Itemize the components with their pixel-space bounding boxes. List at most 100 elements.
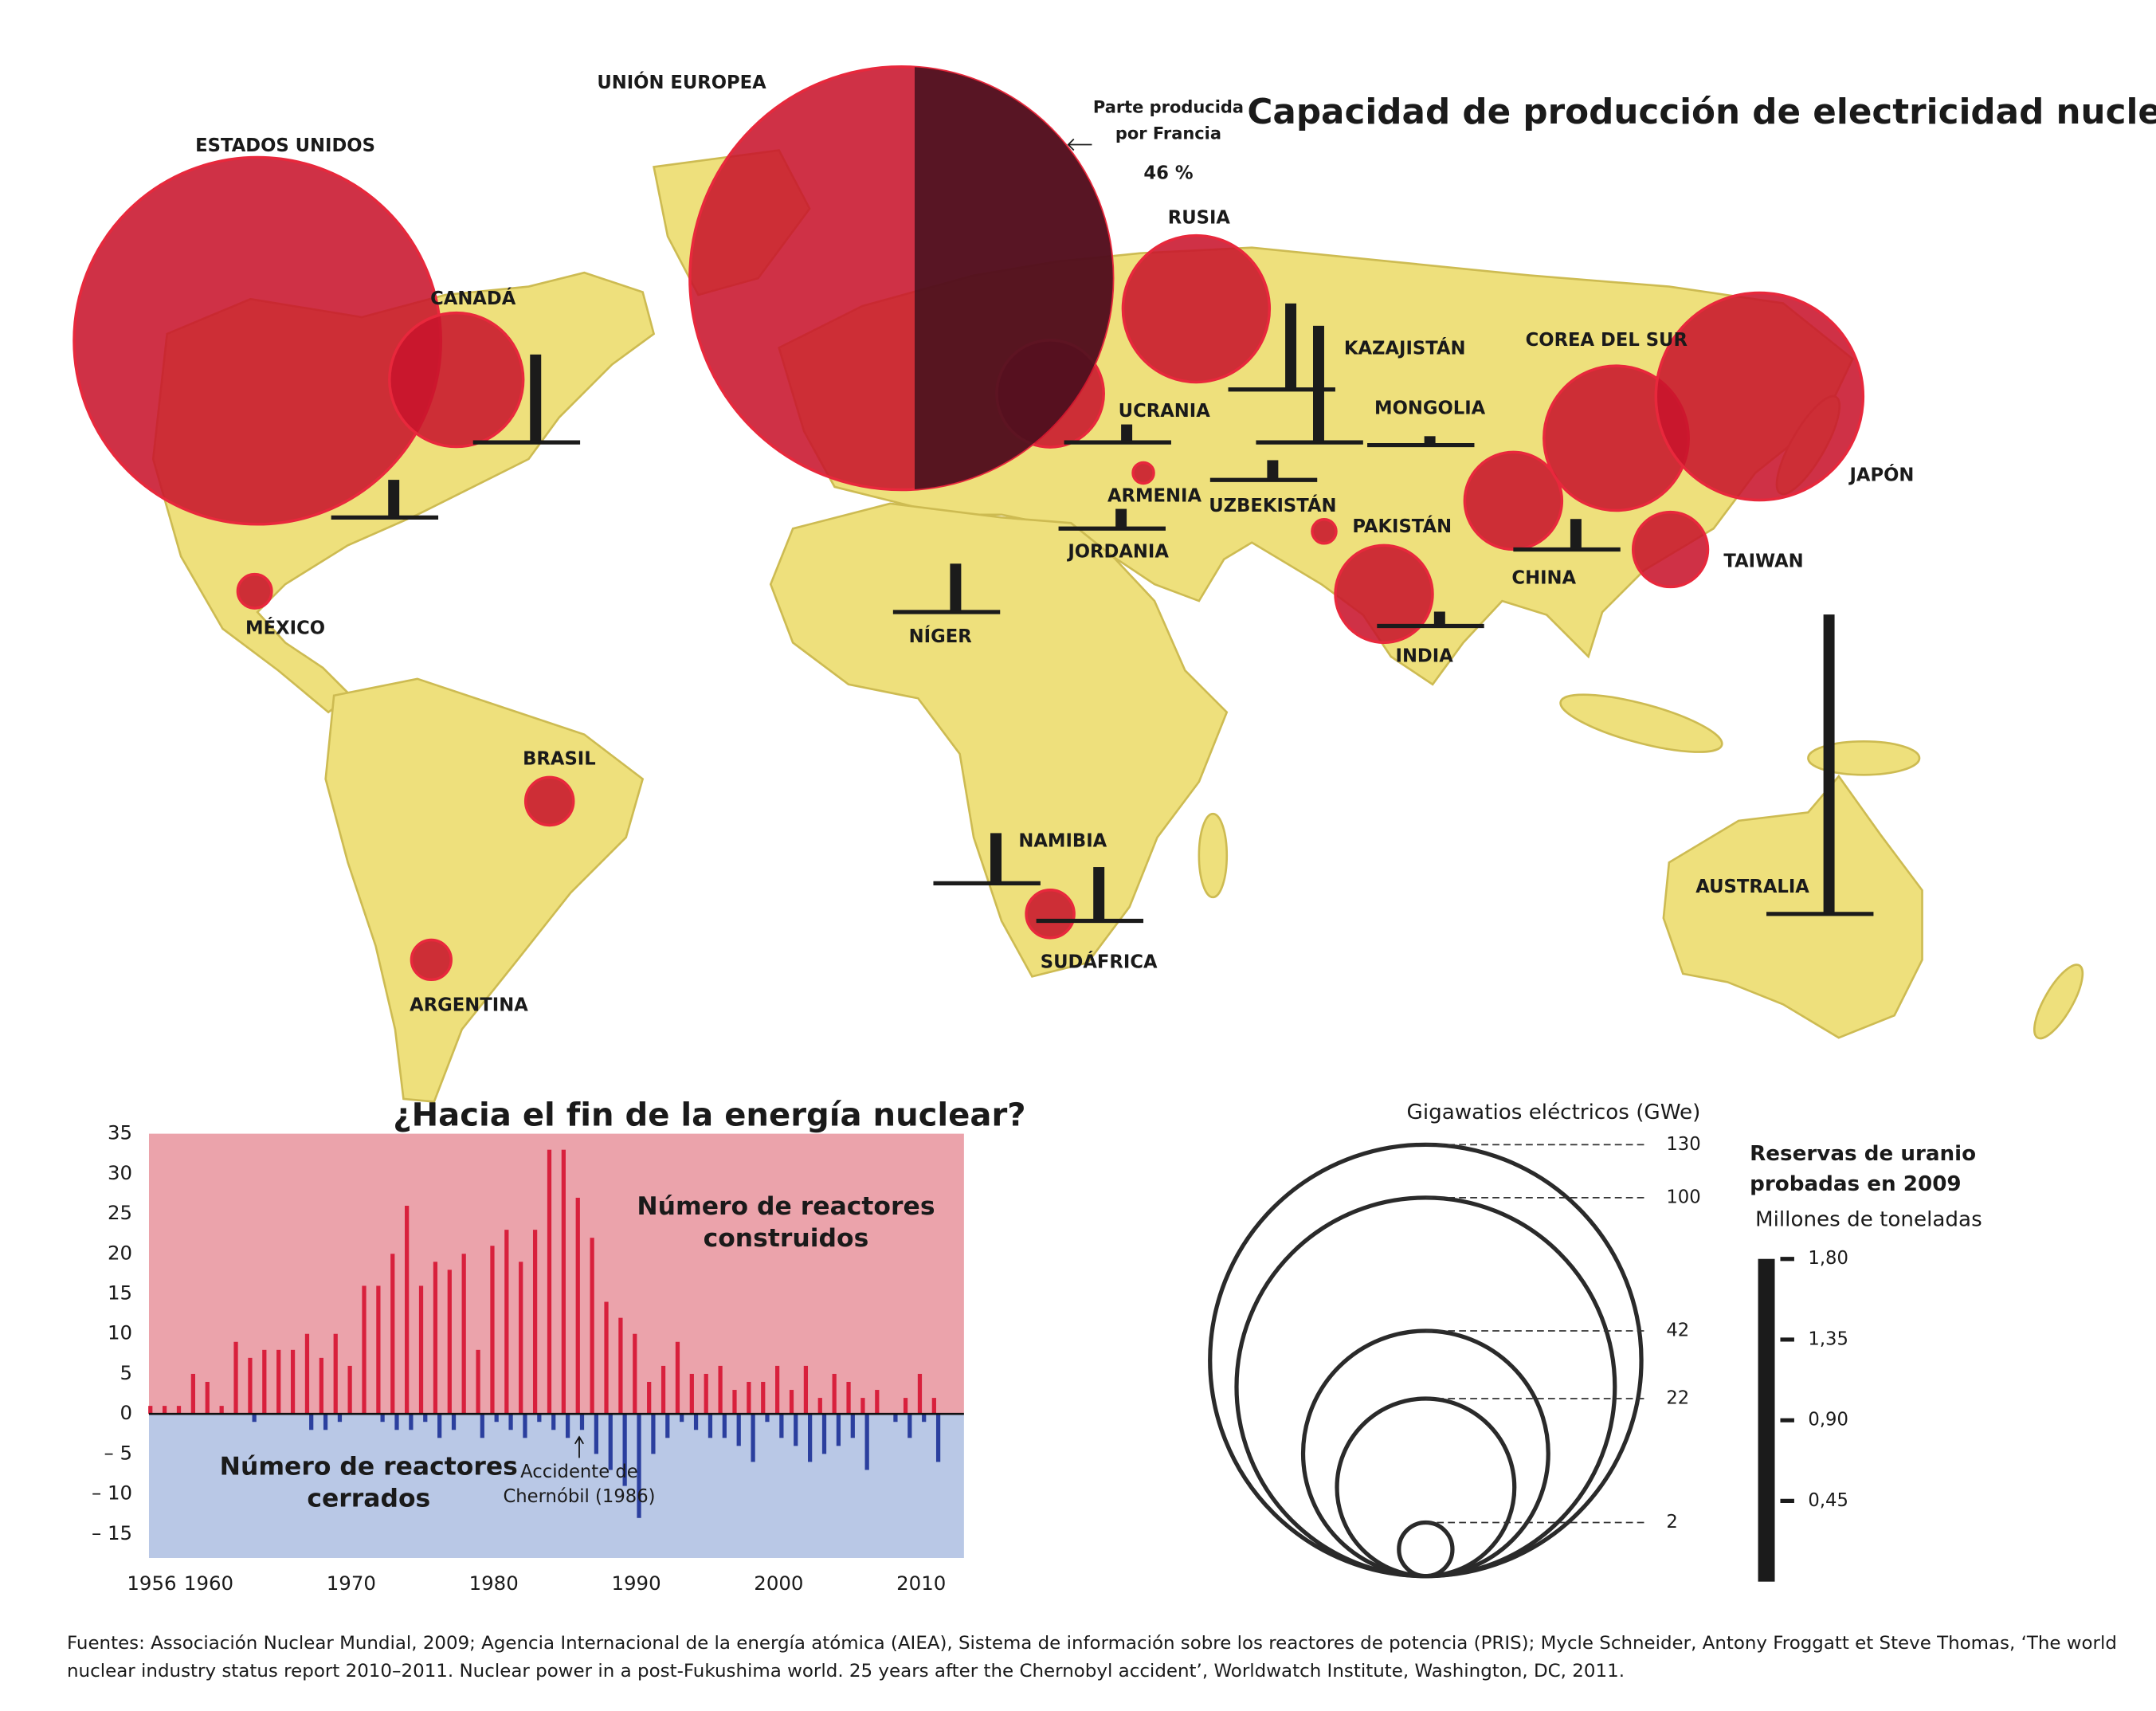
- bar: [808, 1414, 813, 1462]
- south-america: [324, 677, 645, 1103]
- y-tick-label: 25: [108, 1201, 132, 1224]
- size-legend-circle: [1208, 1142, 1644, 1579]
- country-label: RUSIA: [1168, 208, 1231, 229]
- bar: [704, 1373, 708, 1415]
- bar: [490, 1246, 495, 1415]
- uranium-bar: [1433, 611, 1445, 626]
- source-line: nuclear industry status report 2010–2011…: [67, 1662, 1625, 1682]
- source-line: Fuentes: Associación Nuclear Mundial, 20…: [67, 1634, 2117, 1654]
- bar: [476, 1349, 480, 1415]
- bar: [747, 1382, 751, 1415]
- bar: [233, 1341, 238, 1415]
- madagascar: [1198, 812, 1229, 899]
- bar: [765, 1414, 770, 1423]
- africa: [769, 502, 1229, 978]
- y-tick-label: 0: [120, 1401, 132, 1424]
- bar: [394, 1414, 399, 1430]
- france-arrow: [1067, 138, 1092, 151]
- annotation-box: Accidente de Chernóbil (1986): [503, 1462, 656, 1509]
- uranium-bar: [1115, 508, 1127, 529]
- capacity-bubble: [1025, 889, 1076, 940]
- bar: [817, 1398, 822, 1415]
- bar: [409, 1414, 414, 1430]
- bar: [262, 1349, 267, 1415]
- bar: [590, 1238, 594, 1415]
- uranium-legend-tick-label: 0,90: [1808, 1410, 1848, 1430]
- bar: [850, 1414, 855, 1438]
- country-label: JORDANIA: [1066, 541, 1169, 562]
- france-share-value: 46 %: [1143, 163, 1193, 184]
- bar: [190, 1373, 196, 1415]
- bar: [390, 1254, 395, 1415]
- france-share-label-box: Parte producida por Francia: [1092, 97, 1245, 143]
- bar: [708, 1414, 713, 1438]
- bar: [689, 1373, 694, 1415]
- bar: [604, 1301, 609, 1415]
- uranium-bar: [1424, 436, 1436, 445]
- bar: [594, 1414, 598, 1454]
- negative-background: [148, 1414, 964, 1558]
- capacity-bubble: [523, 775, 575, 827]
- capacity-bubbles: [73, 65, 1865, 982]
- country-label: UZBEKISTÁN: [1209, 494, 1336, 516]
- bar: [304, 1333, 310, 1415]
- series-label-closed: Número de reactores cerrados: [219, 1452, 518, 1514]
- country-label: INDIA: [1396, 646, 1454, 666]
- capacity-bubble: [1121, 233, 1272, 384]
- size-legend-label: 42: [1666, 1320, 1689, 1340]
- bar: [323, 1414, 328, 1430]
- size-legend-circle: [1300, 1328, 1550, 1579]
- bar: [248, 1357, 253, 1415]
- country-label: JAPÓN: [1848, 463, 1914, 485]
- capacity-bubble: [1311, 518, 1338, 545]
- country-label: NAMIBIA: [1018, 831, 1107, 852]
- bar: [775, 1365, 780, 1415]
- y-tick-label: 15: [108, 1281, 132, 1305]
- bar: [376, 1285, 381, 1415]
- bar: [875, 1390, 880, 1415]
- capacity-bubble: [1631, 510, 1710, 589]
- country-labels: ESTADOS UNIDOS CANADÁ MÉXICO BRASIL ARGENTIN…: [195, 71, 1914, 1015]
- uranium-bar: [1267, 460, 1279, 481]
- bar: [732, 1390, 737, 1415]
- indonesia: [1559, 693, 1723, 753]
- country-label: CHINA: [1511, 568, 1576, 589]
- size-legend-circle: [1234, 1195, 1617, 1579]
- uranium-legend-unit: Millones de toneladas: [1755, 1207, 1982, 1231]
- capacity-bubble: [73, 155, 443, 526]
- country-label: UNIÓN EUROPEA: [597, 71, 766, 93]
- capacity-bubble: [1654, 291, 1865, 502]
- country-label: MÉXICO: [245, 616, 325, 638]
- capacity-bubble: [1334, 544, 1434, 645]
- bar: [779, 1414, 784, 1438]
- bar: [380, 1414, 385, 1423]
- bar: [561, 1149, 566, 1415]
- france-share-label: Parte producida por Francia: [1092, 97, 1245, 143]
- bar: [675, 1341, 680, 1415]
- bar: [718, 1365, 723, 1415]
- bar: [680, 1414, 684, 1423]
- bar: [860, 1398, 865, 1415]
- bar: [821, 1414, 827, 1454]
- bar: [532, 1230, 538, 1415]
- country-label: COREA DEL SUR: [1526, 330, 1688, 351]
- x-tick-label: 2010: [896, 1572, 946, 1595]
- x-tick-label: 2000: [754, 1572, 803, 1595]
- bar: [836, 1414, 841, 1446]
- country-label: KAZAJISTÁN: [1344, 337, 1466, 359]
- uranium-bar: [530, 354, 542, 443]
- bar: [480, 1414, 484, 1438]
- country-label: ARMENIA: [1107, 486, 1202, 507]
- bar: [608, 1414, 613, 1470]
- bar: [176, 1406, 182, 1415]
- size-legend-label: 130: [1666, 1134, 1700, 1155]
- bar: [693, 1414, 699, 1430]
- x-tick-label: 1960: [184, 1572, 233, 1595]
- x-tick-label: 1970: [327, 1572, 376, 1595]
- bar: [290, 1349, 296, 1415]
- australia: [1662, 774, 1923, 1039]
- bar: [537, 1414, 542, 1423]
- size-legend-circle: [1397, 1520, 1455, 1579]
- annotation: Accidente de Chernóbil (1986): [503, 1462, 656, 1509]
- country-label: AUSTRALIA: [1695, 877, 1809, 897]
